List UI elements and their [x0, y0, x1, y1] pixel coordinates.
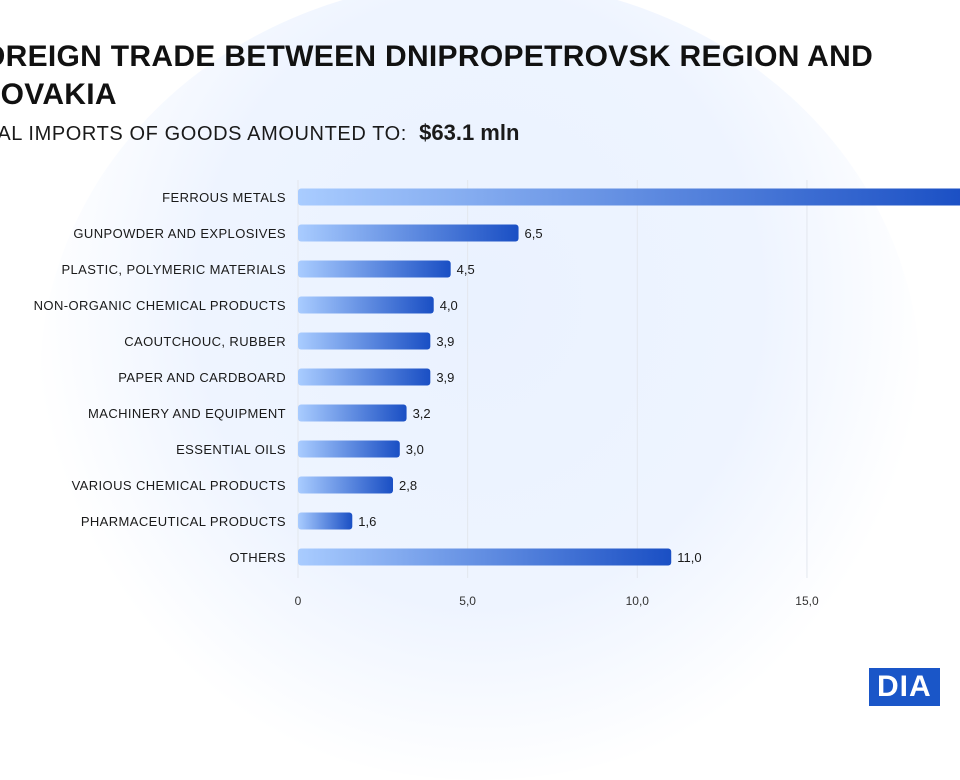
bar-chart: FERROUS METALS GUNPOWDER AND EXPLOSIVES PL…: [34, 180, 960, 608]
value-label: 1,6: [358, 514, 376, 529]
value-label: 3,0: [406, 442, 424, 457]
bar: [298, 368, 431, 386]
chart-subtitle: TAL IMPORTS OF GOODS AMOUNTED TO: $63.1 …: [0, 120, 519, 146]
value-label: 2,8: [399, 478, 417, 493]
bars: [298, 188, 960, 566]
bar: [298, 188, 960, 206]
category-label: MACHINERY AND EQUIPMENT: [88, 406, 286, 421]
value-label: 4,5: [457, 262, 475, 277]
value-label: 11,0: [677, 550, 701, 565]
subtitle-label: TAL IMPORTS OF GOODS AMOUNTED TO:: [0, 123, 407, 145]
value-labels: 6,5 4,5 4,0 3,9 3,9 3,2 3,0 2,8 1,6 11,0: [358, 226, 701, 565]
value-label: 3,9: [436, 334, 454, 349]
category-label: CAOUTCHOUC, RUBBER: [124, 334, 286, 349]
category-label: NON-ORGANIC CHEMICAL PRODUCTS: [34, 298, 286, 313]
bar: [298, 332, 431, 350]
value-label: 3,2: [413, 406, 431, 421]
grid-lines: [297, 180, 808, 578]
total-imports-amount: $63.1 mln: [419, 120, 520, 145]
x-tick-label: 15,0: [795, 594, 819, 608]
bar: [298, 512, 353, 530]
bar: [298, 440, 400, 458]
category-label: ESSENTIAL OILS: [176, 442, 286, 457]
chart-title: OREIGN TRADE BETWEEN DNIPROPETROVSK REGI…: [0, 40, 874, 111]
bar: [298, 224, 519, 242]
dia-logo: DIA: [869, 668, 940, 706]
value-label: 4,0: [440, 298, 458, 313]
x-axis-ticks: 0 5,0 10,0 15,0: [295, 594, 819, 608]
category-labels: FERROUS METALS GUNPOWDER AND EXPLOSIVES PL…: [34, 190, 286, 565]
bar: [298, 404, 407, 422]
category-label: VARIOUS CHEMICAL PRODUCTS: [72, 478, 286, 493]
category-label: OTHERS: [229, 550, 286, 565]
bar: [298, 476, 394, 494]
bar: [298, 548, 672, 566]
category-label: GUNPOWDER AND EXPLOSIVES: [73, 226, 286, 241]
x-tick-label: 10,0: [626, 594, 650, 608]
bar: [298, 296, 434, 314]
bar: [298, 260, 451, 278]
category-label: PAPER AND CARDBOARD: [118, 370, 286, 385]
x-tick-label: 5,0: [459, 594, 476, 608]
category-label: FERROUS METALS: [162, 190, 286, 205]
value-label: 6,5: [525, 226, 543, 241]
category-label: PHARMACEUTICAL PRODUCTS: [81, 514, 286, 529]
x-tick-label: 0: [295, 594, 302, 608]
category-label: PLASTIC, POLYMERIC MATERIALS: [61, 262, 286, 277]
value-label: 3,9: [436, 370, 454, 385]
logo-text: DIA: [869, 668, 940, 706]
